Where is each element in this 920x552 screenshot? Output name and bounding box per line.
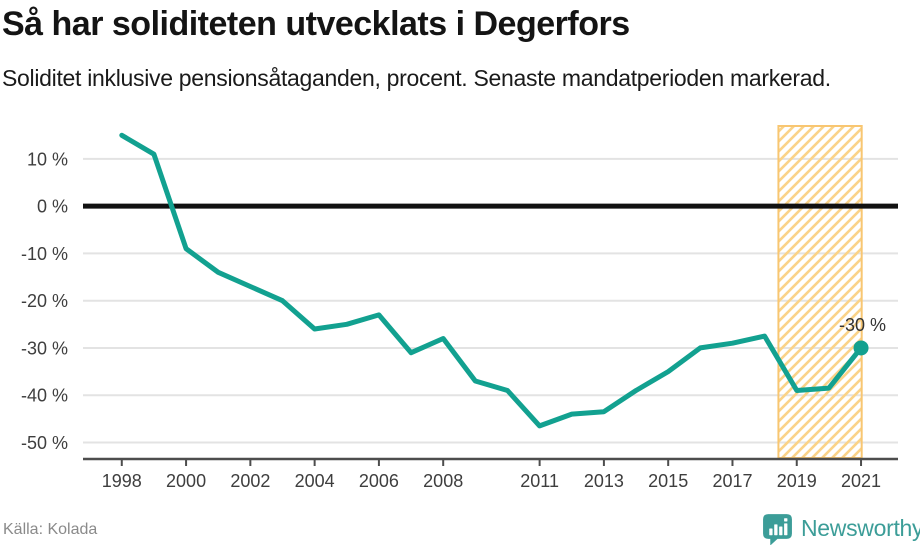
x-tick-labels: 1998 2000 2002 2004 2006 2008 2011 2013 2015 2017… (102, 459, 881, 491)
svg-text:2004: 2004 (295, 471, 335, 491)
source-note: Källa: Kolada (3, 521, 98, 538)
svg-text:-20 %: -20 % (21, 291, 68, 311)
svg-text:-50 %: -50 % (21, 433, 68, 453)
y-tick-labels: 10 % 0 % -10 % -20 % -30 % -40 % -50 % (21, 149, 68, 453)
svg-text:2011: 2011 (520, 471, 559, 491)
svg-text:2019: 2019 (777, 471, 817, 491)
svg-text:2013: 2013 (584, 471, 624, 491)
svg-text:2021: 2021 (841, 471, 881, 491)
latest-value-dot (853, 340, 869, 356)
chart-subtitle: Soliditet inklusive pensionsåtaganden, p… (2, 65, 831, 91)
latest-value-label: -30 % (839, 315, 886, 335)
mandate-period-band (777, 125, 863, 459)
svg-text:1998: 1998 (102, 471, 142, 491)
svg-text:-10 %: -10 % (21, 244, 68, 264)
svg-text:2006: 2006 (359, 471, 399, 491)
svg-text:2000: 2000 (166, 471, 206, 491)
newsworthy-badge-icon (763, 514, 792, 545)
svg-text:-30 %: -30 % (21, 338, 68, 358)
newsworthy-logo: Newsworthy (761, 512, 920, 545)
svg-text:-40 %: -40 % (21, 386, 68, 406)
svg-text:2015: 2015 (648, 471, 688, 491)
y-gridlines (83, 157, 898, 444)
svg-text:2008: 2008 (423, 471, 463, 491)
svg-text:0 %: 0 % (37, 197, 68, 217)
svg-text:10 %: 10 % (27, 149, 68, 169)
solidity-line (119, 132, 864, 429)
chart-title: Så har soliditeten utvecklats i Degerfor… (2, 5, 630, 43)
newsworthy-wordmark: Newsworthy (801, 515, 920, 541)
svg-text:2017: 2017 (712, 471, 752, 491)
solidity-line-chart: -30 % 1998 2000 2002 2004 2006 2008 2011 2013 201… (21, 125, 898, 491)
svg-text:2002: 2002 (230, 471, 270, 491)
